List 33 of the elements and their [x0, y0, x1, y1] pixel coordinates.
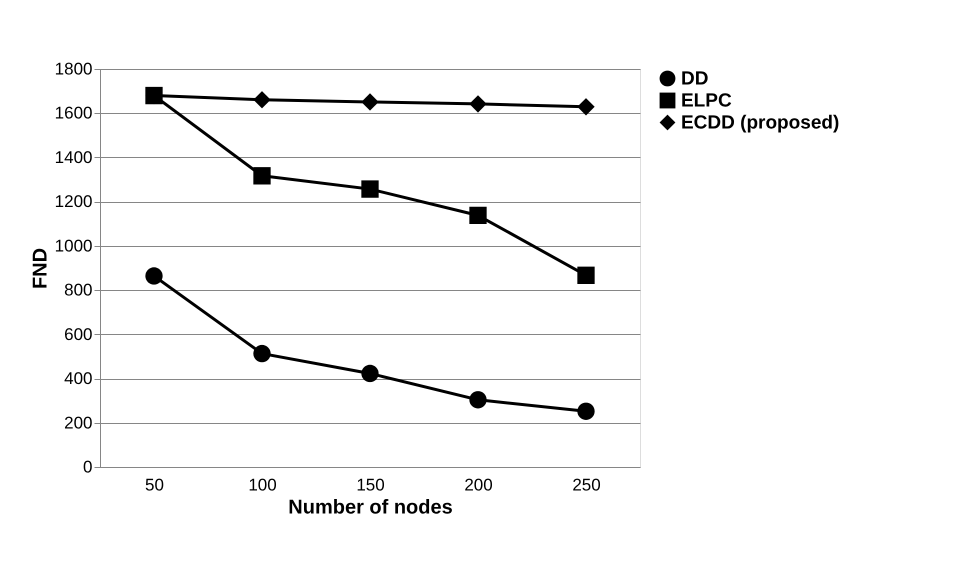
point: [469, 206, 487, 224]
point: [253, 344, 271, 362]
x-tick-label: 250: [572, 476, 601, 494]
x-tick-label: 50: [145, 476, 164, 494]
point: [145, 267, 163, 285]
point: [361, 180, 379, 198]
x-tick-label: 150: [356, 476, 385, 494]
point: [469, 95, 487, 113]
x-tick-label: 100: [248, 476, 277, 494]
y-axis-title: FND: [30, 248, 52, 290]
y-tick-label: 1000: [54, 236, 92, 256]
legend-label: DD: [681, 68, 708, 90]
y-tick-label: 1600: [54, 104, 92, 123]
y-tick-label: 1800: [54, 60, 92, 78]
x-axis-title: Number of nodes: [288, 496, 453, 518]
x-tick-label: 200: [464, 476, 493, 494]
point: [577, 98, 595, 116]
y-tick-label: 400: [64, 369, 92, 388]
legend-label: ECDD (proposed): [681, 112, 840, 134]
point: [361, 364, 379, 382]
point: [577, 402, 595, 420]
y-tick-label: 600: [64, 324, 92, 344]
y-tick-label: 0: [83, 458, 92, 476]
point: [253, 91, 271, 108]
point: [361, 93, 379, 111]
y-tick-label: 1200: [54, 192, 92, 212]
legend-label: ELPC: [681, 90, 732, 112]
point: [469, 391, 487, 408]
point: [577, 266, 595, 284]
point: [253, 167, 271, 184]
y-tick-label: 200: [64, 413, 92, 432]
y-tick-label: 800: [64, 280, 92, 300]
y-tick-label: 1400: [54, 148, 92, 167]
